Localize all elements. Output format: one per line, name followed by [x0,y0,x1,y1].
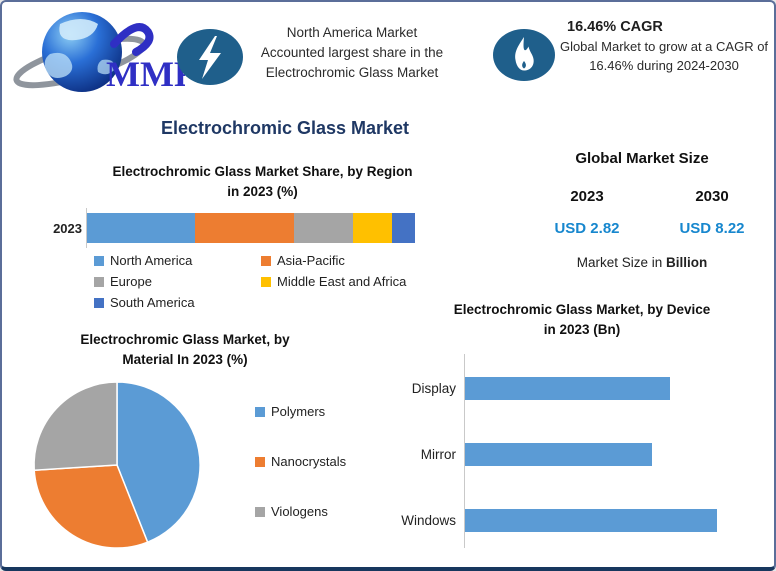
region-chart-title-line-1: Electrochromic Glass Market Share, by Re… [112,164,413,179]
globe-continent [97,59,116,75]
flame-badge [491,27,557,89]
region-chart-axis [86,208,424,248]
device-bar-display [465,376,670,400]
legend-swatch [94,297,104,308]
region-chart-title-line-2: in 2023 (%) [227,184,298,199]
device-bars [464,354,768,548]
legend-swatch [261,255,271,266]
region-bar-segment-4 [392,213,415,243]
market-size-year-2030: 2030 [695,188,729,205]
market-size-note: Market Size in Billion [502,255,774,270]
material-chart-title-line-2: Material In 2023 (%) [122,352,248,367]
region-legend-item: South America [94,295,261,310]
device-bar-track [465,442,768,466]
headline-line-1: North America Market [286,25,418,40]
legend-swatch [94,255,104,266]
material-chart-title-line-1: Electrochromic Glass Market, by [80,332,290,347]
material-legend-item: Nanocrystals [255,454,346,469]
device-bar-label-windows: Windows [401,512,456,528]
logo-swoosh [110,23,154,56]
legend-label: South America [110,295,195,310]
pie-slice-polymers [116,381,201,544]
region-chart-title: Electrochromic Glass Market Share, by Re… [70,162,455,202]
device-bar-windows [465,508,718,532]
legend-swatch [255,406,265,417]
legend-label: Asia-Pacific [277,253,345,268]
market-size-years-row: 2023 2030 [502,188,774,205]
legend-label: Viologens [271,504,328,519]
device-bar-label-mirror: Mirror [420,446,456,462]
device-bar-track [465,508,768,532]
legend-label: Nanocrystals [271,454,347,469]
headline-line-3: Electrochromic Glass Market [265,65,439,80]
mmr-logo: MMR [10,6,201,98]
globe-continent [44,52,73,78]
lightning-icon [177,29,243,85]
flame-icon [493,29,555,81]
device-chart-body: Display Mirror Windows [384,354,768,548]
device-bar-label-display: Display [411,380,456,396]
region-legend: North America Asia-Pacific Europe Middle Ea… [94,253,406,310]
market-size-note-unit: Billion [666,255,708,270]
region-legend-item: Asia-Pacific [261,253,406,268]
device-labels-column: Display Mirror Windows [384,354,464,548]
pie-slice-nanocrystals [33,464,149,549]
market-size-year-2023: 2023 [570,188,604,205]
device-chart-title-line-2: in 2023 (Bn) [543,322,621,337]
device-chart-title-line-1: Electrochromic Glass Market, by Device [453,302,711,317]
region-legend-item: North America [94,253,261,268]
cagr-body: Global Market to grow at a CAGR of 16.46… [559,39,769,73]
material-legend-item: Polymers [255,404,346,419]
region-legend-item: Europe [94,274,261,289]
region-bar-segment-1 [195,213,294,243]
region-bar-segment-3 [352,213,393,243]
device-bar-track [465,376,768,400]
market-size-title: Global Market Size [575,150,709,167]
region-bar-segment-2 [293,213,353,243]
region-row-label: 2023 [53,220,82,236]
legend-label: North America [110,253,193,268]
cagr-block: 16.46% CAGR Global Market to grow at a C… [555,19,773,75]
legend-label: Polymers [271,404,326,419]
region-legend-item: Middle East and Africa [261,274,406,289]
globe-logo-graphic: MMR [13,12,201,94]
legend-swatch [94,276,104,287]
headline-line-2: Accounted largest share in the [260,45,444,60]
cagr-title: 16.46% CAGR [567,19,663,35]
globe-continent [59,19,98,41]
headline-block: North America Market Accounted largest s… [245,23,459,83]
device-chart-title: Electrochromic Glass Market, by Device i… [397,300,767,340]
material-chart-title: Electrochromic Glass Market, by Material… [20,330,350,370]
material-pie-svg [33,381,201,549]
market-size-values-row: USD 2.82 USD 8.22 [502,220,774,237]
legend-label: Europe [110,274,152,289]
material-legend-item: Viologens [255,504,346,519]
pie-slice-viologens [33,381,118,471]
device-bar-mirror [465,442,652,466]
market-size-value-2023: USD 2.82 [554,220,620,237]
logo-text: MMR [106,54,185,94]
material-legend: Polymers Nanocrystals Viologens [255,404,346,519]
legend-swatch [255,456,265,467]
lightning-badge [175,26,245,93]
region-chart-row: 2023 [52,208,424,248]
market-size-note-text: Market Size in [576,255,663,270]
market-size-value-2030: USD 8.22 [679,220,745,237]
legend-label: Middle East and Africa [277,274,407,289]
region-stacked-bar [87,213,415,243]
legend-swatch [261,276,271,287]
page-title: Electrochromic Glass Market [160,118,410,138]
legend-swatch [255,506,265,517]
region-bar-segment-0 [87,213,196,243]
